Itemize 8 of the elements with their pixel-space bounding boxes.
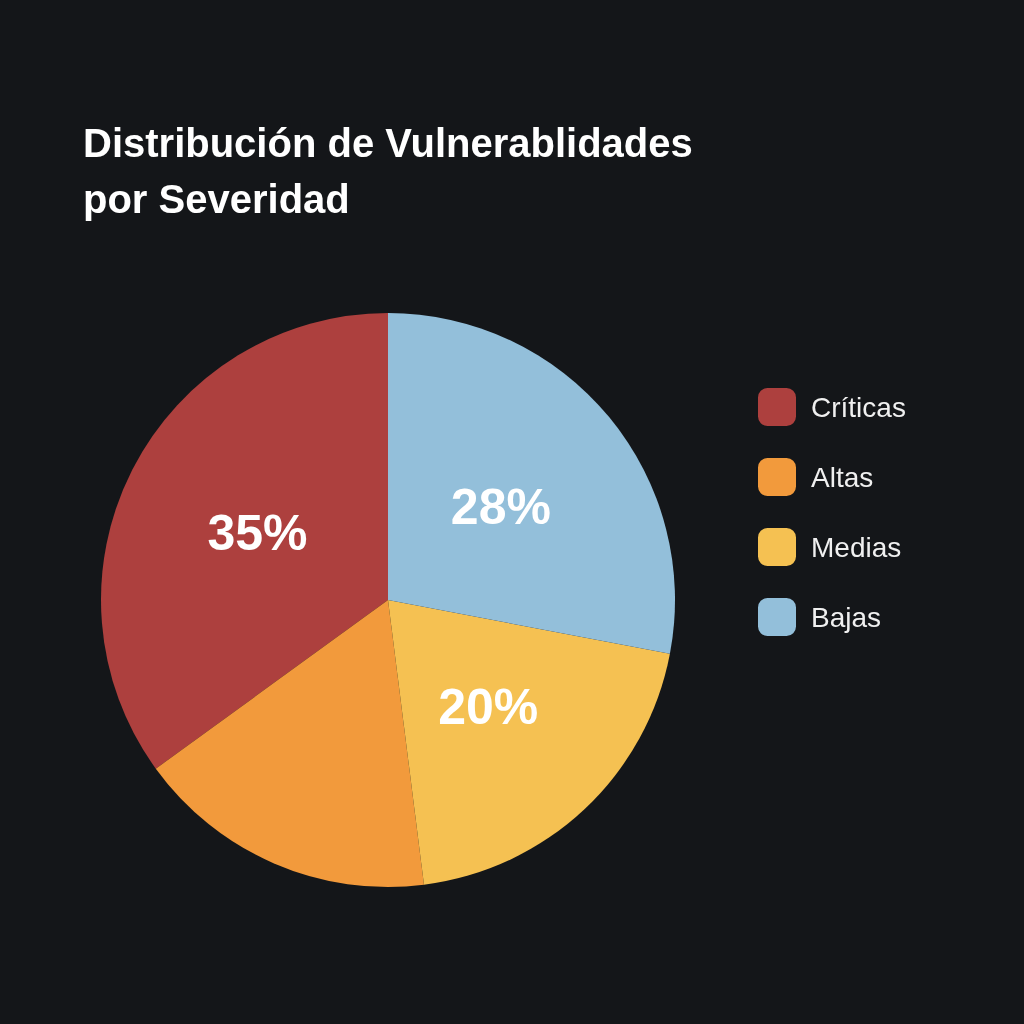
data-label: 20% [438,678,539,735]
legend-label: Medias [811,531,902,563]
legend-label: Altas [811,461,874,493]
data-label: 28% [450,478,551,535]
legend-label: Críticas [811,391,906,423]
legend-label: Bajas [811,601,882,633]
chart-title: Distribución de Vulnerablidades por Severidad [83,121,693,221]
data-label: 35% [207,505,308,562]
